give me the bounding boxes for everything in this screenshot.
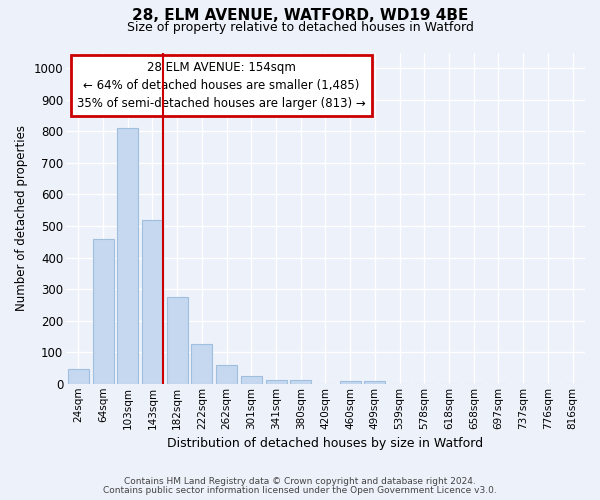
X-axis label: Distribution of detached houses by size in Watford: Distribution of detached houses by size …: [167, 437, 484, 450]
Y-axis label: Number of detached properties: Number of detached properties: [15, 125, 28, 311]
Text: Size of property relative to detached houses in Watford: Size of property relative to detached ho…: [127, 21, 473, 34]
Bar: [167, 297, 188, 384]
Bar: [92, 238, 113, 384]
Text: 28 ELM AVENUE: 154sqm
← 64% of detached houses are smaller (1,485)
35% of semi-d: 28 ELM AVENUE: 154sqm ← 64% of detached …: [77, 61, 366, 110]
Bar: [142, 220, 163, 384]
Bar: [68, 369, 89, 384]
Bar: [117, 128, 138, 384]
Text: Contains public sector information licensed under the Open Government Licence v3: Contains public sector information licen…: [103, 486, 497, 495]
Bar: [266, 380, 287, 384]
Text: 28, ELM AVENUE, WATFORD, WD19 4BE: 28, ELM AVENUE, WATFORD, WD19 4BE: [132, 8, 468, 22]
Bar: [216, 365, 237, 384]
Bar: [340, 380, 361, 384]
Bar: [364, 380, 385, 384]
Text: Contains HM Land Registry data © Crown copyright and database right 2024.: Contains HM Land Registry data © Crown c…: [124, 478, 476, 486]
Bar: [191, 344, 212, 384]
Bar: [241, 376, 262, 384]
Bar: [290, 380, 311, 384]
